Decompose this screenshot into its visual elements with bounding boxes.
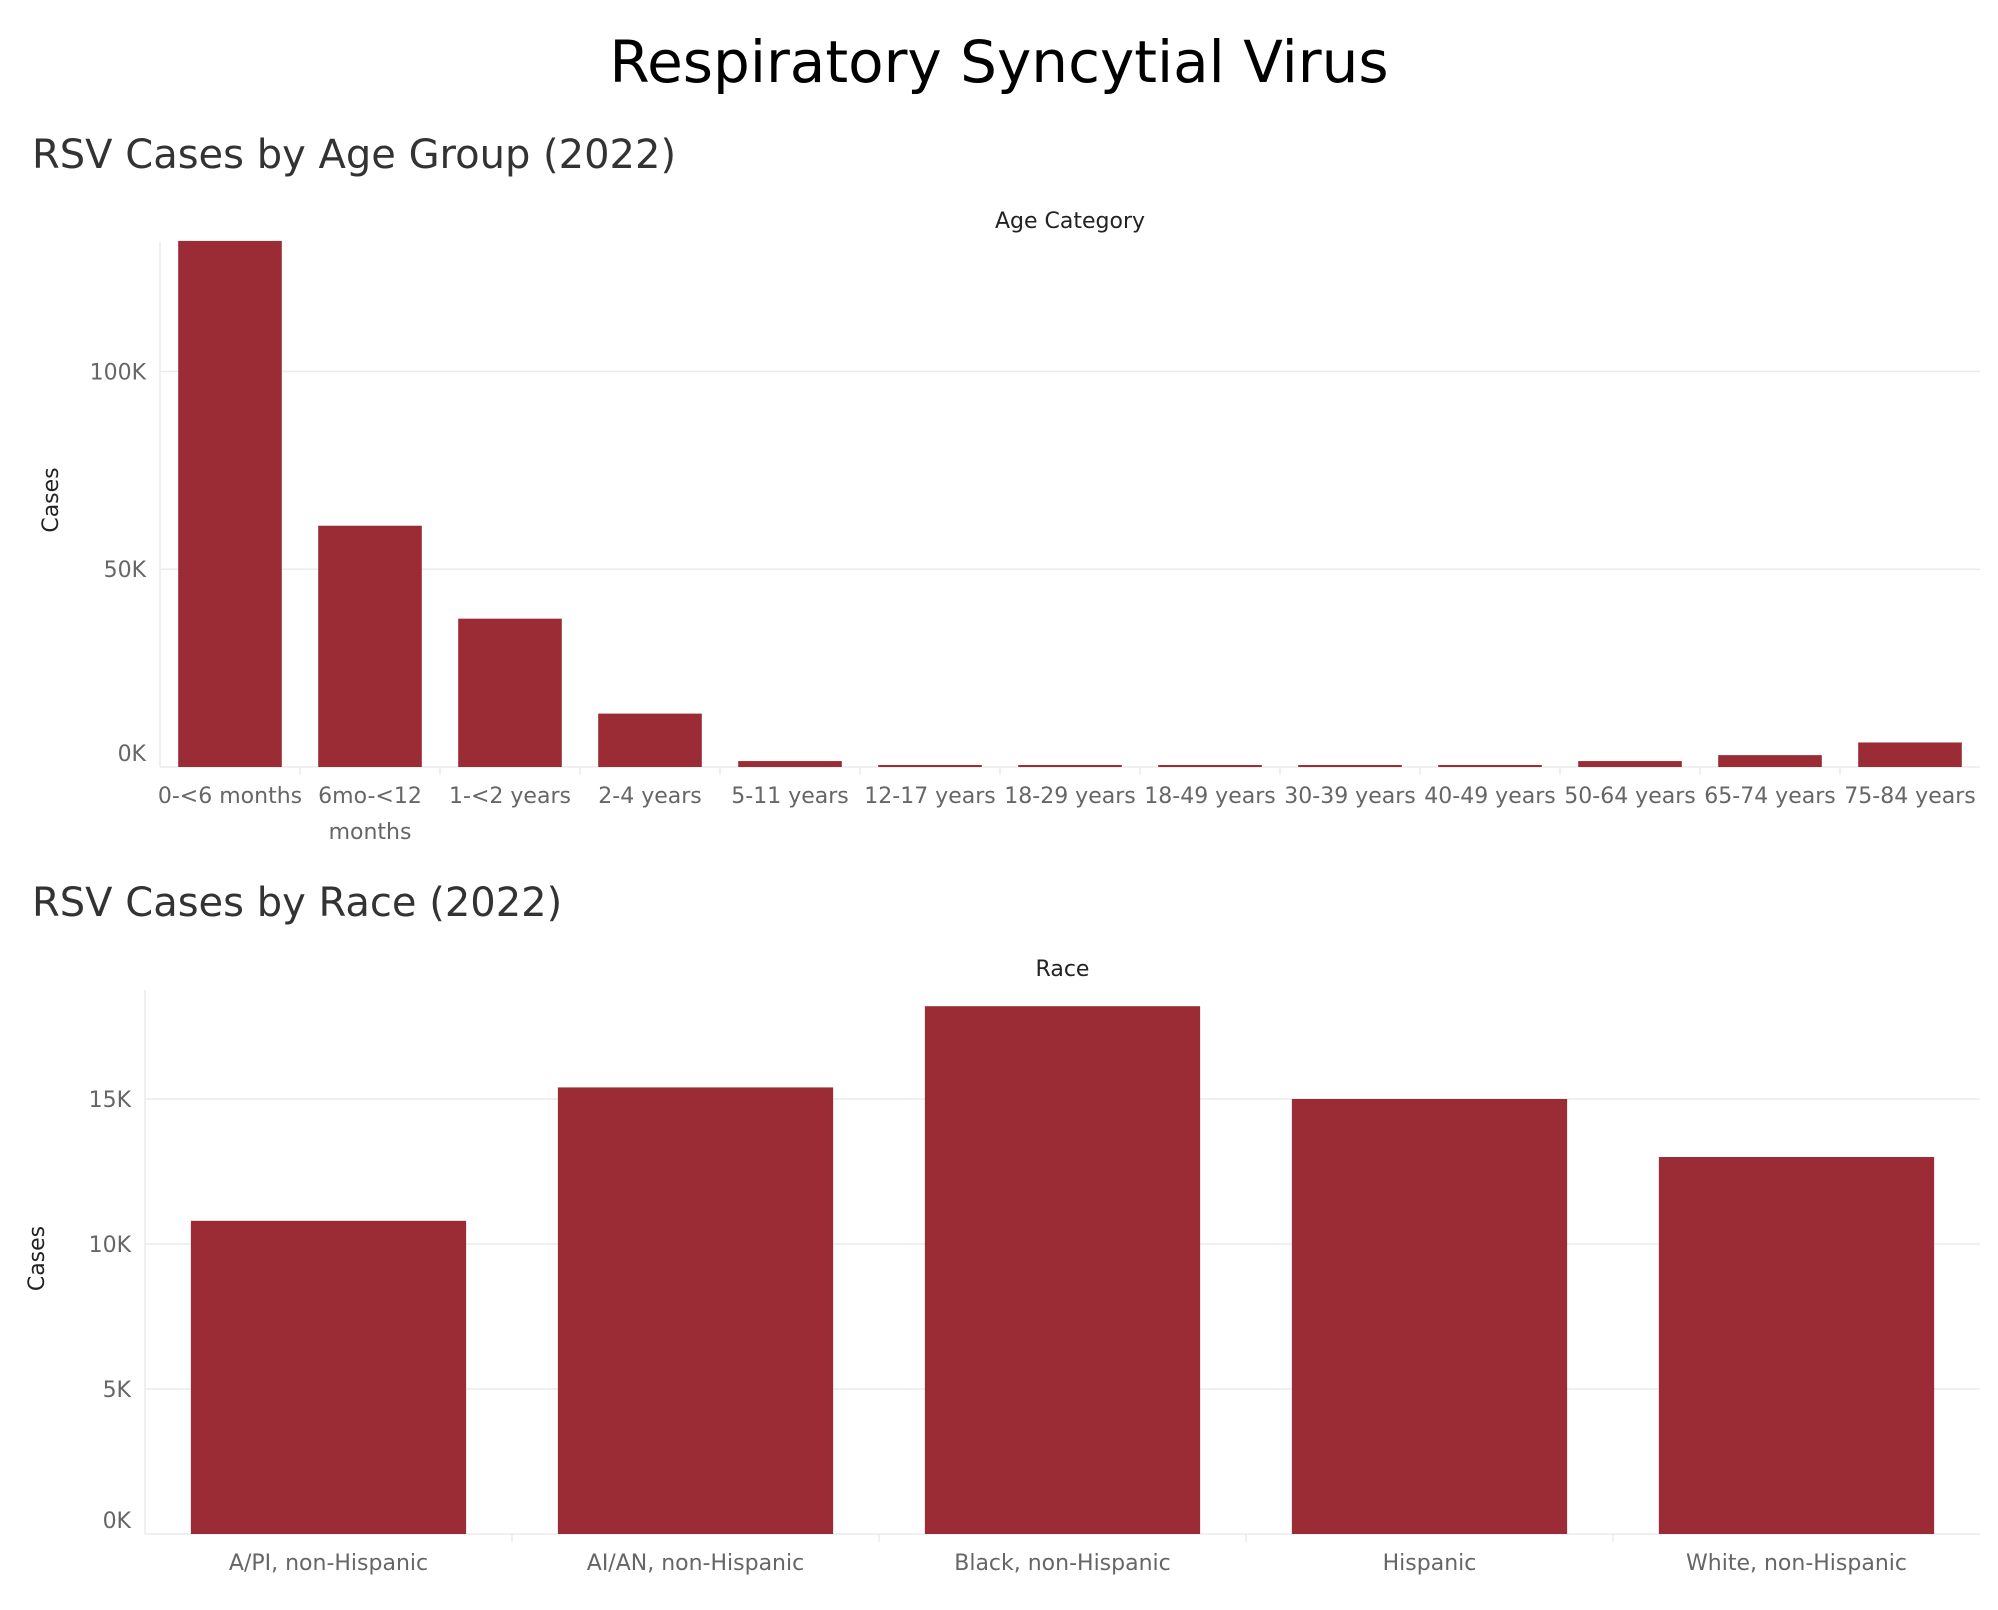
bar <box>1291 1099 1568 1534</box>
axis-header: Race <box>1036 957 1090 982</box>
x-tick-label-line: 2-4 years <box>598 784 701 809</box>
bar <box>190 1220 467 1534</box>
y-axis-label: Cases <box>25 1226 50 1291</box>
x-tick-label: 18-49 years <box>1144 784 1275 809</box>
y-tick-label: 100K <box>90 360 147 385</box>
race-chart: RSV Cases by Race (2022) Race Cases 0K 5K 10K… <box>25 880 1980 1576</box>
x-tick-label: White, non-Hispanic <box>1686 1551 1907 1576</box>
x-tick-label-line: AI/AN, non-Hispanic <box>587 1551 804 1576</box>
x-tick-label: 12-17 years <box>864 784 995 809</box>
y-axis-label: Cases <box>39 467 64 532</box>
bar <box>557 1087 834 1534</box>
x-tick-label: A/PI, non-Hispanic <box>229 1551 428 1576</box>
bar <box>1438 765 1542 767</box>
x-tick-label: 1-<2 years <box>449 784 571 809</box>
bar <box>1858 742 1962 767</box>
x-tick-label: Black, non-Hispanic <box>954 1551 1171 1576</box>
x-tick-label: AI/AN, non-Hispanic <box>587 1551 804 1576</box>
y-tick-label: 50K <box>104 558 147 583</box>
dashboard-title: Respiratory Syncytial Virus <box>609 28 1389 96</box>
x-tick-label-line: 65-74 years <box>1704 784 1835 809</box>
bar <box>1158 765 1262 767</box>
x-tick-label: 65-74 years <box>1704 784 1835 809</box>
x-tick-label-line: Black, non-Hispanic <box>954 1551 1171 1576</box>
x-tick-label-line: 30-39 years <box>1284 784 1415 809</box>
y-tick-label: 15K <box>89 1088 132 1113</box>
x-tick-label-line: 0-<6 months <box>158 784 302 809</box>
x-tick-label-line: White, non-Hispanic <box>1686 1551 1907 1576</box>
x-tick-label-line: 18-29 years <box>1004 784 1135 809</box>
bar <box>738 761 842 767</box>
x-tick-label: 2-4 years <box>598 784 701 809</box>
bar <box>458 618 562 767</box>
age-group-chart: RSV Cases by Age Group (2022) Age Categor… <box>32 132 1980 845</box>
x-tick-label-line: 6mo-<12 <box>318 784 422 809</box>
x-tick-label: 5-11 years <box>731 784 848 809</box>
bar <box>878 765 982 767</box>
bar <box>318 525 422 767</box>
bar <box>598 713 702 767</box>
x-tick-label-line: A/PI, non-Hispanic <box>229 1551 428 1576</box>
y-tick-label: 0K <box>118 742 147 767</box>
y-tick-label: 5K <box>103 1378 132 1403</box>
x-tick-label-line: Hispanic <box>1383 1551 1477 1576</box>
x-tick-label: 0-<6 months <box>158 784 302 809</box>
x-tick-label: 50-64 years <box>1564 784 1695 809</box>
x-tick-label-line: 12-17 years <box>864 784 995 809</box>
bar <box>178 240 282 767</box>
x-tick-label: Hispanic <box>1383 1551 1477 1576</box>
x-tick-label-line: 40-49 years <box>1424 784 1555 809</box>
bar <box>1298 765 1402 767</box>
x-tick-label-line: 75-84 years <box>1844 784 1975 809</box>
y-tick-label: 0K <box>103 1509 132 1534</box>
chart-title: RSV Cases by Age Group (2022) <box>32 132 676 178</box>
x-tick-label-line: 50-64 years <box>1564 784 1695 809</box>
y-tick-label: 10K <box>89 1233 132 1258</box>
bar <box>1018 765 1122 767</box>
x-tick-label: 6mo-<12 months <box>318 784 422 845</box>
x-tick-label-line: 1-<2 years <box>449 784 571 809</box>
bar <box>924 1006 1201 1534</box>
x-tick-label: 30-39 years <box>1284 784 1415 809</box>
bar <box>1658 1157 1935 1534</box>
axis-header: Age Category <box>995 209 1145 234</box>
x-tick-label-line: months <box>329 820 412 845</box>
x-tick-label: 40-49 years <box>1424 784 1555 809</box>
x-tick-label: 18-29 years <box>1004 784 1135 809</box>
x-tick-label: 75-84 years <box>1844 784 1975 809</box>
x-tick-label-line: 5-11 years <box>731 784 848 809</box>
chart-title: RSV Cases by Race (2022) <box>32 880 562 926</box>
x-tick-label-line: 18-49 years <box>1144 784 1275 809</box>
bar <box>1718 755 1822 767</box>
bar <box>1578 761 1682 767</box>
